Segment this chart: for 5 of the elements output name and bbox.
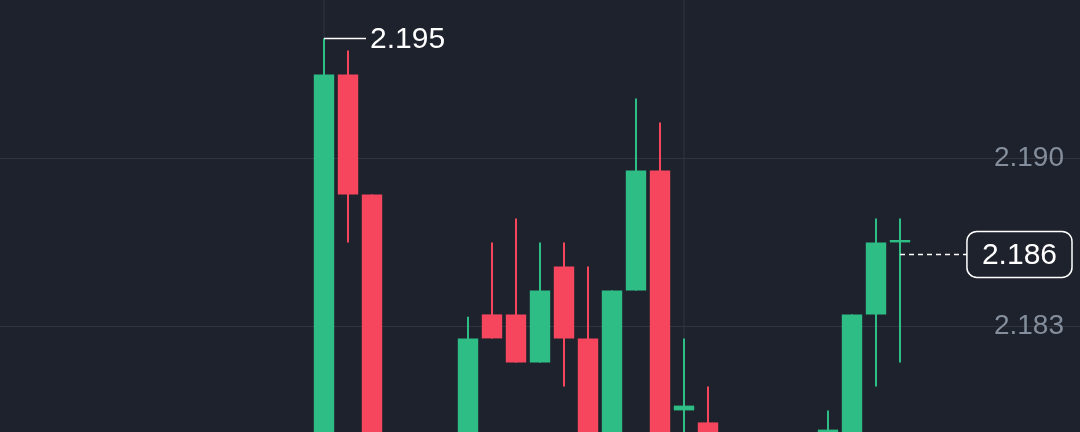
y-tick-label: 2.190 <box>993 141 1064 173</box>
candlestick <box>697 385 719 432</box>
y-tick-label: 2.183 <box>993 309 1064 341</box>
annotation: 2.195 <box>370 20 446 54</box>
ref-line-label: 2.186 <box>981 236 1057 270</box>
